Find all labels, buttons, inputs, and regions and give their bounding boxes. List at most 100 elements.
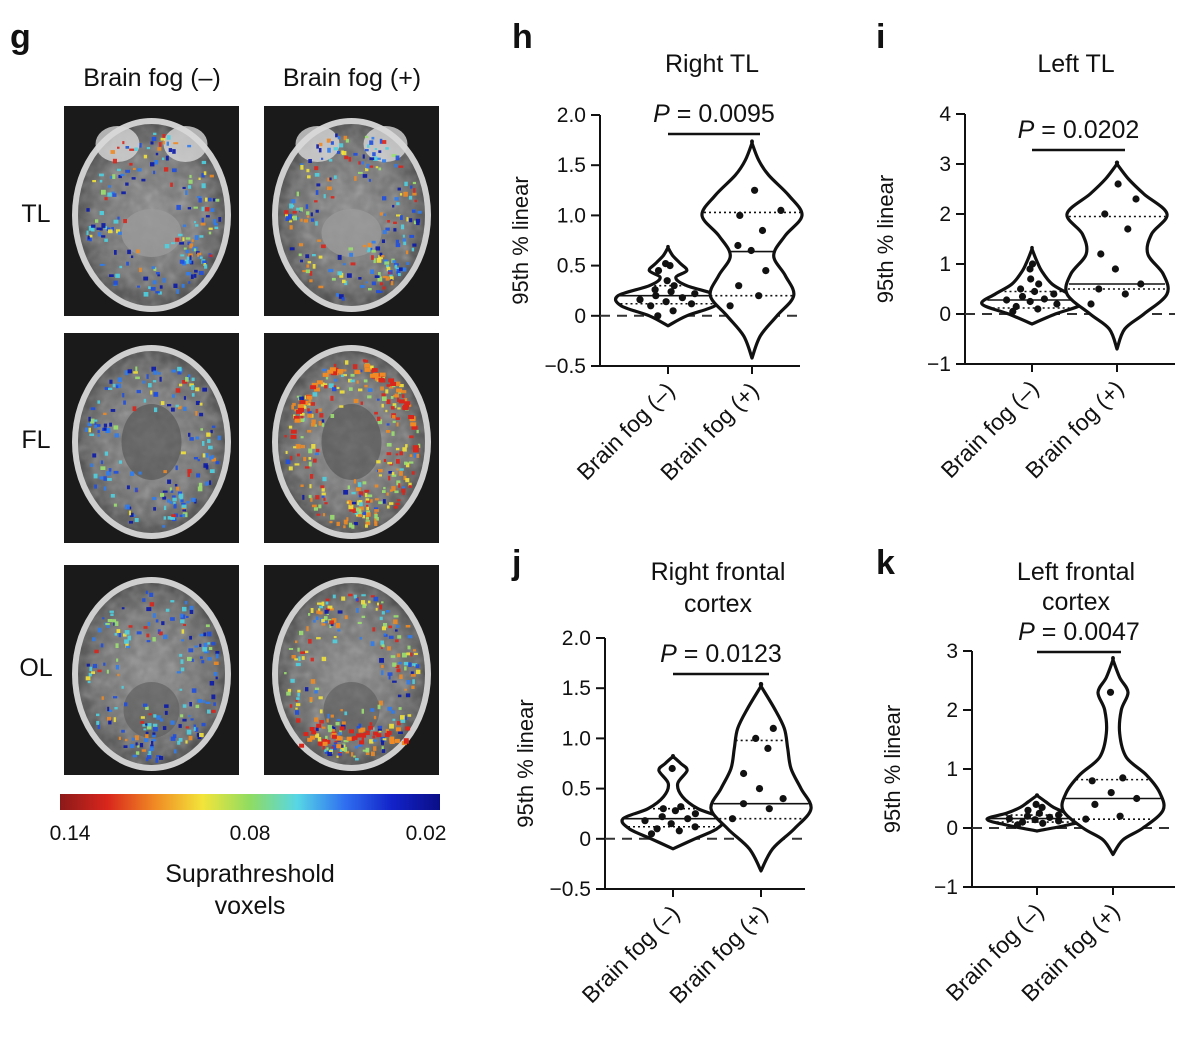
mri-image-tl-brain-fog-positive <box>264 106 439 316</box>
data-point <box>1055 811 1063 819</box>
data-point <box>1026 297 1034 306</box>
panel-letter-k: k <box>876 544 895 582</box>
y-tick-label: 3 <box>946 640 958 663</box>
data-point <box>654 312 662 320</box>
chart-title-line-1: Left TL <box>1037 50 1114 78</box>
mri-image-fl-brain-fog-positive <box>264 333 439 543</box>
data-point <box>726 302 734 310</box>
data-point <box>765 805 773 813</box>
data-point <box>1055 817 1063 825</box>
data-point <box>1124 225 1132 233</box>
data-point <box>1091 800 1099 809</box>
chart-title-line-1: Right TL <box>665 50 759 78</box>
y-tick-label: 1.5 <box>562 677 591 700</box>
y-tick-label: 0 <box>946 817 958 840</box>
data-point <box>740 769 748 778</box>
colorbar-tick-mid: 0.08 <box>230 822 271 845</box>
y-axis-label: 95th % linear <box>513 699 538 827</box>
data-point <box>736 211 744 219</box>
data-point <box>755 785 764 793</box>
p-value: P = 0.0047 <box>1018 618 1140 646</box>
y-axis-label: 95th % linear <box>508 176 533 304</box>
chart-panel-j: j Right frontal cortex −0.5 0 0.5 1.0 1.5 2.0 95t… <box>511 544 813 1008</box>
data-point <box>1034 305 1042 313</box>
data-point <box>1132 195 1140 203</box>
data-point <box>735 282 743 290</box>
y-tick-label: 1 <box>946 758 958 781</box>
data-point <box>1038 803 1046 812</box>
data-point <box>1028 260 1037 268</box>
y-axis-label: 95th % linear <box>873 175 898 303</box>
data-point <box>1031 287 1039 296</box>
data-point <box>663 277 671 285</box>
data-point <box>1106 688 1115 696</box>
data-point <box>675 827 683 835</box>
data-point <box>684 815 692 823</box>
data-point <box>1097 250 1105 258</box>
data-point <box>1031 816 1039 824</box>
data-point <box>652 292 660 300</box>
y-tick-label: 0.5 <box>562 778 591 801</box>
data-point <box>1018 292 1027 301</box>
panel-letter-j: j <box>511 544 521 582</box>
data-point <box>687 300 696 308</box>
col-header-brain-fog-negative: Brain fog (–) <box>83 64 221 92</box>
chart-title-line-2: cortex <box>684 590 753 618</box>
data-point <box>777 206 785 214</box>
panel-letter-g: g <box>10 18 31 56</box>
violin-brain-fog-positive <box>700 139 804 360</box>
y-tick-label: 2 <box>946 699 958 722</box>
y-tick-label: −0.5 <box>550 878 591 901</box>
violin-brain-fog-positive <box>709 681 813 873</box>
col-header-brain-fog-positive: Brain fog (+) <box>283 64 421 92</box>
data-point <box>691 810 700 818</box>
p-value: P = 0.0123 <box>660 640 782 668</box>
panel-letter-h: h <box>512 18 533 56</box>
y-tick-label: 3 <box>939 153 951 176</box>
mri-image-ol-brain-fog-negative <box>64 565 239 775</box>
data-point <box>658 813 666 821</box>
y-tick-label: −0.5 <box>545 355 586 378</box>
violin-outline <box>613 244 723 328</box>
colorbar-tick-min: 0.02 <box>406 822 447 845</box>
data-point <box>668 764 676 773</box>
y-tick-label: 1.0 <box>562 727 591 750</box>
y-tick-label: 4 <box>939 103 951 126</box>
chart-title-line-1: Right frontal <box>651 558 786 586</box>
mri-image-grid <box>64 106 439 775</box>
data-point <box>1119 774 1127 782</box>
data-point <box>659 805 667 813</box>
violin-brain-fog-positive <box>1060 656 1166 857</box>
y-tick-label: 1 <box>939 253 951 276</box>
data-point <box>1087 300 1095 308</box>
data-point <box>678 294 687 302</box>
data-point <box>636 296 644 304</box>
data-point <box>1111 265 1119 273</box>
data-point <box>762 267 770 275</box>
y-tick-label: 1.0 <box>557 204 586 227</box>
data-point <box>751 186 759 194</box>
data-point <box>1003 296 1011 304</box>
y-tick-label: 2 <box>939 203 951 226</box>
data-point <box>1082 815 1090 823</box>
data-point <box>1121 290 1129 298</box>
data-point <box>669 307 677 315</box>
chart-title-line-1: Left frontal <box>1017 558 1135 586</box>
data-point <box>1012 302 1020 311</box>
data-point <box>779 795 787 803</box>
data-point <box>728 815 737 823</box>
data-point <box>641 817 649 825</box>
data-point <box>1053 300 1061 308</box>
data-point <box>1107 789 1115 797</box>
data-point <box>691 290 699 298</box>
data-point <box>667 288 675 296</box>
p-value: P = 0.0202 <box>1018 116 1140 144</box>
data-point <box>1133 794 1141 803</box>
violin-brain-fog-positive <box>1064 160 1170 351</box>
data-point <box>739 800 748 808</box>
mri-image-ol-brain-fog-positive <box>264 565 439 775</box>
data-point <box>1088 777 1096 785</box>
y-tick-label: 2.0 <box>562 627 591 650</box>
violin-outline <box>709 681 813 873</box>
